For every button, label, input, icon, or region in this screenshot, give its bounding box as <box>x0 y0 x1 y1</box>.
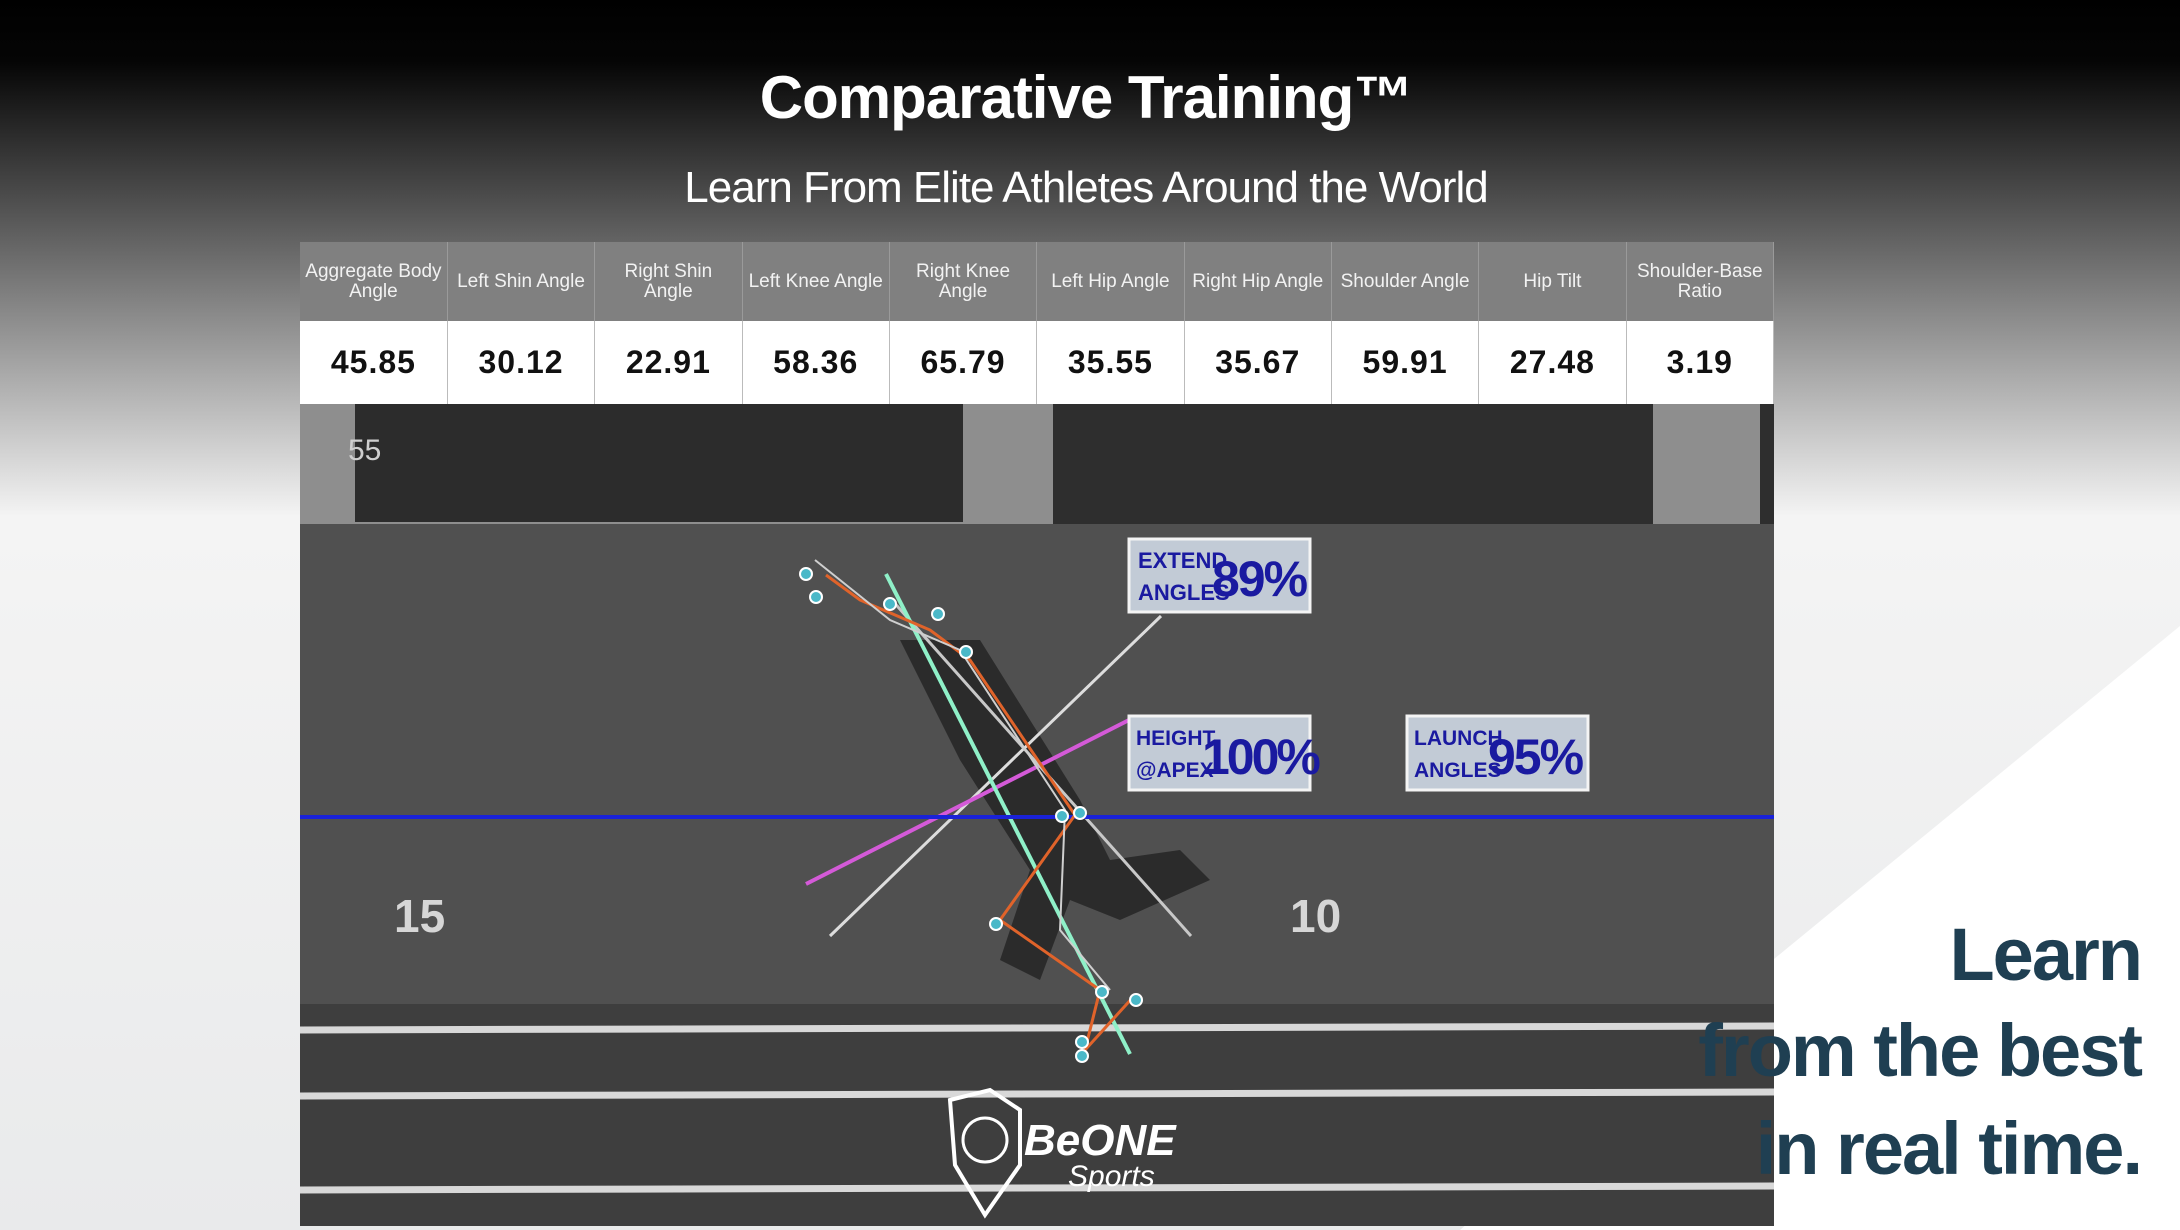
metric-value: 27.48 <box>1478 321 1627 404</box>
value-row: 45.85 30.12 22.91 58.36 65.79 35.55 35.67 59.91… <box>300 321 1775 404</box>
video-frame: 55 15 10 BeONE Sports <box>299 402 1775 1226</box>
metric-value: 22.91 <box>594 321 743 404</box>
column-header: Shoulder Angle <box>1331 242 1480 321</box>
joints <box>799 567 1143 1063</box>
overlay-badge: HEIGHT @APEX 100% <box>1127 714 1323 792</box>
column-header: Shoulder-Base Ratio <box>1626 242 1775 321</box>
field-line <box>299 1022 1775 1034</box>
column-header: Right Hip Angle <box>1184 242 1332 321</box>
stats-table: Aggregate Body Angle Left Shin Angle Right… <box>300 242 1775 404</box>
metric-value: 35.55 <box>1036 321 1185 404</box>
badge-label: HEIGHT <box>1136 727 1216 750</box>
header-row: Aggregate Body Angle Left Shin Angle Right… <box>300 242 1775 321</box>
column-header: Aggregate Body Angle <box>300 242 448 321</box>
column-header: Right Shin Angle <box>594 242 743 321</box>
badge-label: EXTEND <box>1138 548 1227 573</box>
badge-label: ANGLES <box>1138 580 1230 605</box>
subtitle: Learn From Elite Athletes Around the Wor… <box>684 163 1487 212</box>
logo-sub: Sports <box>1068 1160 1155 1193</box>
body-line <box>884 573 1132 1055</box>
field-number: 10 <box>1290 890 1341 942</box>
column-header: Left Hip Angle <box>1036 242 1185 321</box>
column-header: Right Knee Angle <box>889 242 1038 321</box>
badge-label: ANGLES <box>1414 759 1502 782</box>
badge-value: 89% <box>1212 551 1308 607</box>
metric-value: 58.36 <box>742 321 890 404</box>
column-header: Left Knee Angle <box>742 242 890 321</box>
badge-value: 95% <box>1488 729 1584 785</box>
angle-line <box>828 614 1163 938</box>
field-line <box>299 1182 1775 1194</box>
field-number: 15 <box>394 890 445 942</box>
banner <box>355 402 963 522</box>
skeleton <box>814 559 1111 991</box>
tagline: from the best <box>1698 1009 2142 1092</box>
column-header: Left Shin Angle <box>447 242 596 321</box>
title: Comparative Training™ <box>760 64 1412 131</box>
logo: BeONE Sports <box>947 1087 1177 1219</box>
overlay-badge: EXTEND ANGLES 89% <box>1127 537 1312 614</box>
metric-value: 3.19 <box>1626 321 1775 404</box>
metric-value: 65.79 <box>889 321 1038 404</box>
column-header: Hip Tilt <box>1478 242 1627 321</box>
angle-line <box>805 718 1130 886</box>
logo-name: BeONE <box>1024 1116 1177 1165</box>
metric-value: 35.67 <box>1184 321 1332 404</box>
tagline: Learn <box>1949 913 2141 996</box>
field-line <box>299 1088 1775 1100</box>
angle-line <box>888 597 1193 937</box>
metric-value: 30.12 <box>447 321 596 404</box>
tagline: in real time. <box>1756 1107 2141 1190</box>
metric-value: 45.85 <box>300 321 448 404</box>
athlete <box>900 640 1210 980</box>
badge-label: @APEX <box>1136 759 1214 782</box>
banner <box>1053 402 1653 526</box>
banner <box>1760 402 1774 526</box>
overlay-badge: LAUNCH ANGLES 95% <box>1405 714 1590 792</box>
badge-label: LAUNCH <box>1414 727 1503 750</box>
badge-value: 100% <box>1202 729 1320 785</box>
field-number: 55 <box>348 434 381 467</box>
metric-value: 59.91 <box>1331 321 1480 404</box>
